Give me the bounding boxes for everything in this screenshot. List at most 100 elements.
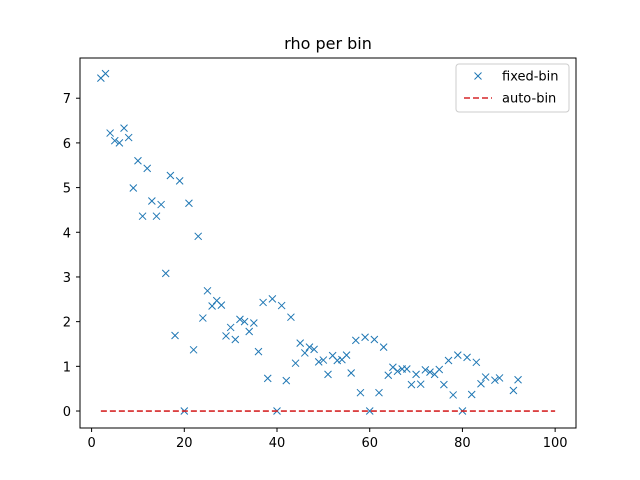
data-point-stroke-b	[263, 374, 272, 383]
data-point	[120, 124, 128, 133]
data-point	[171, 331, 179, 340]
data-point	[477, 379, 485, 388]
data-point-stroke-b	[453, 351, 462, 360]
legend: fixed-bin auto-bin	[455, 63, 570, 113]
data-point-stroke-b	[370, 335, 379, 344]
data-point	[416, 380, 425, 389]
data-point	[222, 332, 230, 340]
data-point	[440, 380, 448, 389]
data-point-stroke-b	[402, 365, 411, 373]
data-point	[444, 356, 453, 365]
data-point-stroke-b	[379, 343, 388, 351]
y-tick-label-2: 2	[63, 316, 71, 331]
data-point	[147, 197, 156, 205]
data-point	[463, 353, 471, 362]
data-point	[249, 319, 258, 327]
data-point-stroke-b	[254, 347, 263, 356]
data-point-stroke-b	[175, 177, 184, 185]
data-point-stroke-b	[328, 351, 337, 360]
data-point	[161, 269, 170, 278]
data-point-stroke-b	[384, 371, 393, 380]
data-point	[226, 323, 235, 332]
axes-frame	[79, 57, 577, 429]
data-point-stroke-b	[319, 356, 328, 364]
legend-label-0: fixed-bin	[502, 70, 559, 85]
data-point-stroke-b	[375, 388, 383, 397]
data-point	[393, 367, 402, 376]
data-point-stroke-b	[389, 363, 397, 372]
data-point	[138, 212, 147, 221]
data-point-stroke-b	[305, 343, 314, 351]
data-point-stroke-b	[203, 286, 212, 295]
data-point-stroke-b	[212, 296, 221, 305]
data-point	[203, 286, 212, 295]
data-point-stroke-b	[268, 295, 277, 303]
data-point	[189, 345, 198, 354]
data-point-stroke-b	[444, 356, 453, 365]
data-point-stroke-b	[365, 407, 374, 415]
data-point-stroke-b	[435, 365, 444, 374]
data-point-stroke-b	[106, 129, 114, 137]
data-point	[259, 298, 267, 307]
data-point	[175, 177, 184, 185]
data-point-stroke-b	[426, 368, 434, 376]
legend-swatch-0	[474, 72, 482, 80]
data-point-stroke-b	[236, 315, 244, 324]
data-point	[333, 356, 342, 365]
data-point-stroke-b	[157, 200, 165, 209]
x-tick-label-4: 80	[454, 436, 471, 451]
data-point	[106, 129, 114, 137]
data-point	[101, 69, 110, 78]
data-point-stroke-b	[217, 301, 226, 309]
x-tick-label-5: 100	[543, 436, 568, 451]
data-point-stroke-b	[393, 367, 402, 376]
data-point-stroke-b	[412, 370, 420, 379]
data-point	[361, 333, 369, 342]
data-point-stroke-b	[449, 391, 458, 399]
y-tick-label-6: 6	[63, 137, 71, 152]
data-point-stroke-b	[287, 313, 295, 322]
data-point	[412, 370, 420, 379]
data-point	[263, 374, 272, 383]
data-point-stroke-b	[481, 373, 490, 381]
data-point-stroke-b	[147, 197, 156, 205]
data-point	[305, 343, 314, 351]
chart-title: rho per bin	[284, 34, 372, 53]
data-point-stroke-b	[440, 380, 448, 389]
data-point	[268, 295, 277, 303]
data-point	[514, 375, 522, 384]
data-point	[124, 133, 133, 142]
data-point-stroke-b	[514, 375, 522, 384]
data-point-stroke-b	[208, 302, 216, 310]
data-point	[453, 351, 462, 360]
data-point	[291, 359, 300, 368]
data-point-stroke-b	[110, 136, 119, 145]
series-layer	[97, 69, 556, 415]
data-point-stroke-b	[347, 369, 356, 377]
data-point-stroke-b	[407, 380, 416, 389]
legend-label-1: auto-bin	[502, 92, 556, 107]
data-point-stroke-b	[189, 345, 198, 354]
x-tick-label-1: 20	[176, 436, 193, 451]
data-point	[115, 139, 124, 147]
data-point	[342, 351, 351, 360]
data-point-stroke-b	[115, 139, 124, 147]
data-point	[208, 302, 216, 310]
data-point	[157, 200, 165, 209]
data-point-stroke-b	[310, 345, 318, 354]
data-point-stroke-b	[240, 317, 249, 326]
data-point-stroke-b	[143, 164, 152, 173]
data-point	[370, 335, 379, 344]
data-point	[166, 171, 175, 180]
data-point-stroke-b	[222, 332, 230, 340]
data-point	[129, 184, 138, 192]
data-point	[254, 347, 263, 356]
data-point	[217, 301, 226, 309]
data-point-stroke-b	[472, 358, 481, 367]
data-point-stroke-b	[249, 319, 258, 327]
data-point-stroke-b	[361, 333, 369, 342]
data-point	[481, 373, 490, 381]
y-tick-label-5: 5	[63, 182, 71, 197]
data-point	[384, 371, 393, 380]
